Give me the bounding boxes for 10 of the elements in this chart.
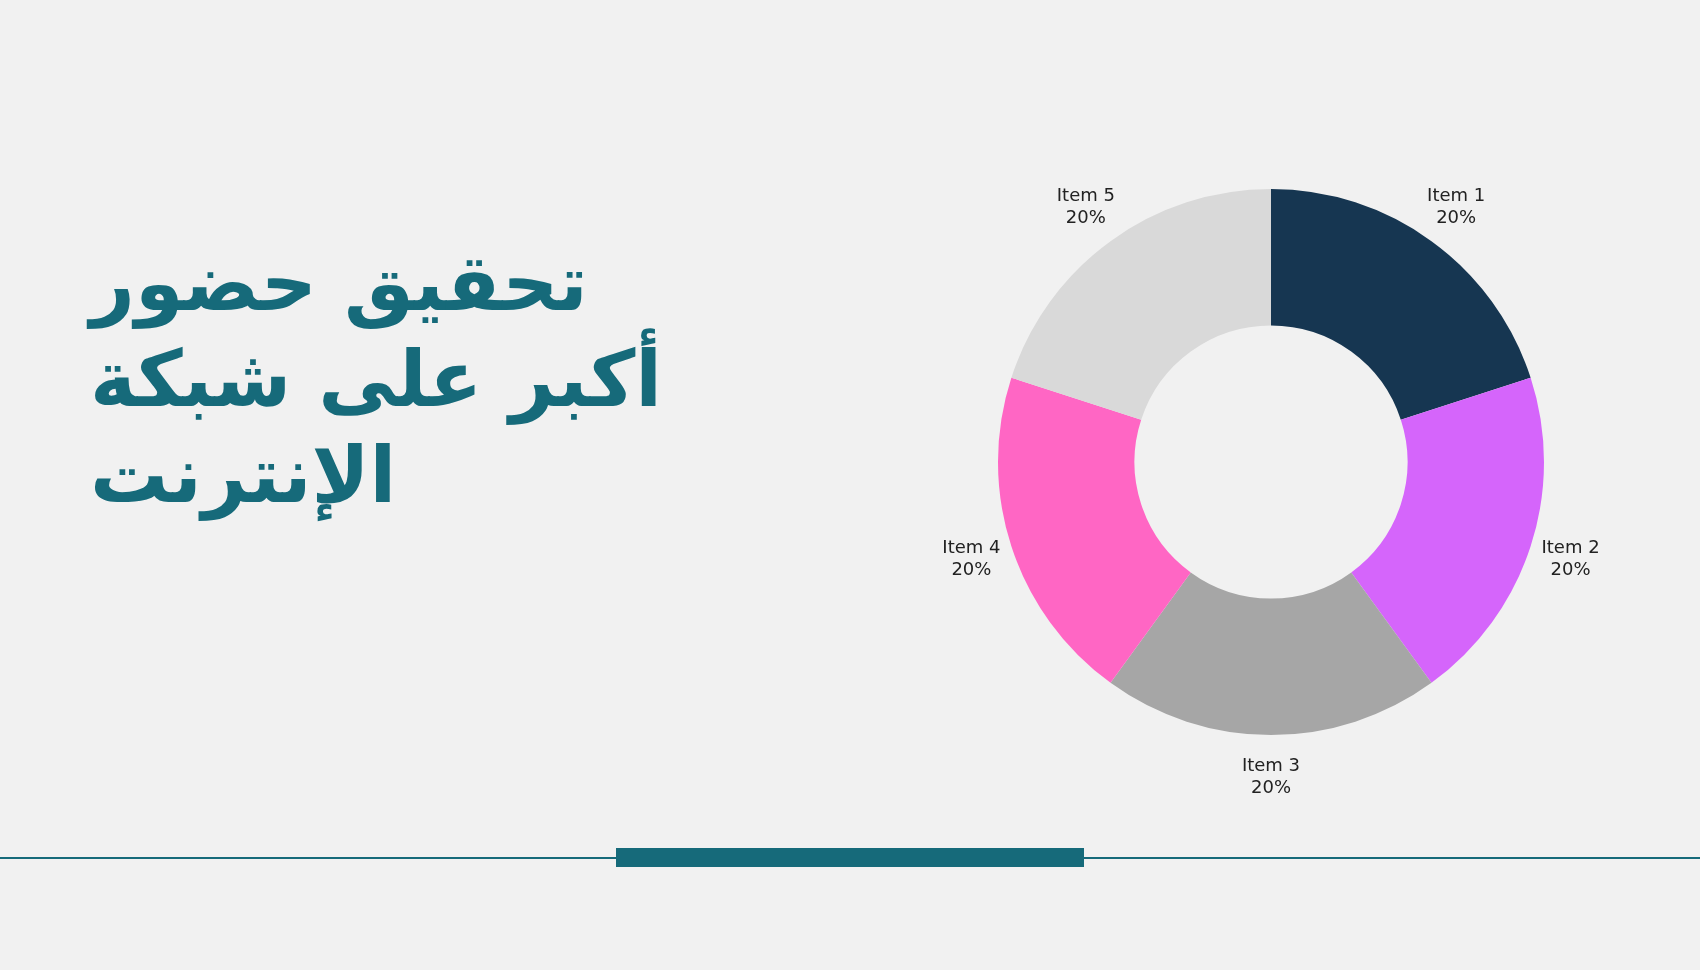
data-label: 20% bbox=[1065, 205, 1106, 227]
slice-label: Item 3 bbox=[1241, 753, 1301, 775]
slice-label: Item 4 bbox=[942, 536, 1001, 558]
data-label: 20% bbox=[1250, 775, 1292, 797]
data-label: 20% bbox=[951, 558, 992, 580]
slice-label: Item 1 bbox=[1427, 183, 1486, 205]
slice-label: Item 2 bbox=[1541, 536, 1600, 558]
data-label: 20% bbox=[1436, 205, 1477, 227]
slice-label: Item 5 bbox=[1056, 183, 1115, 205]
data-label: 20% bbox=[1550, 558, 1591, 580]
